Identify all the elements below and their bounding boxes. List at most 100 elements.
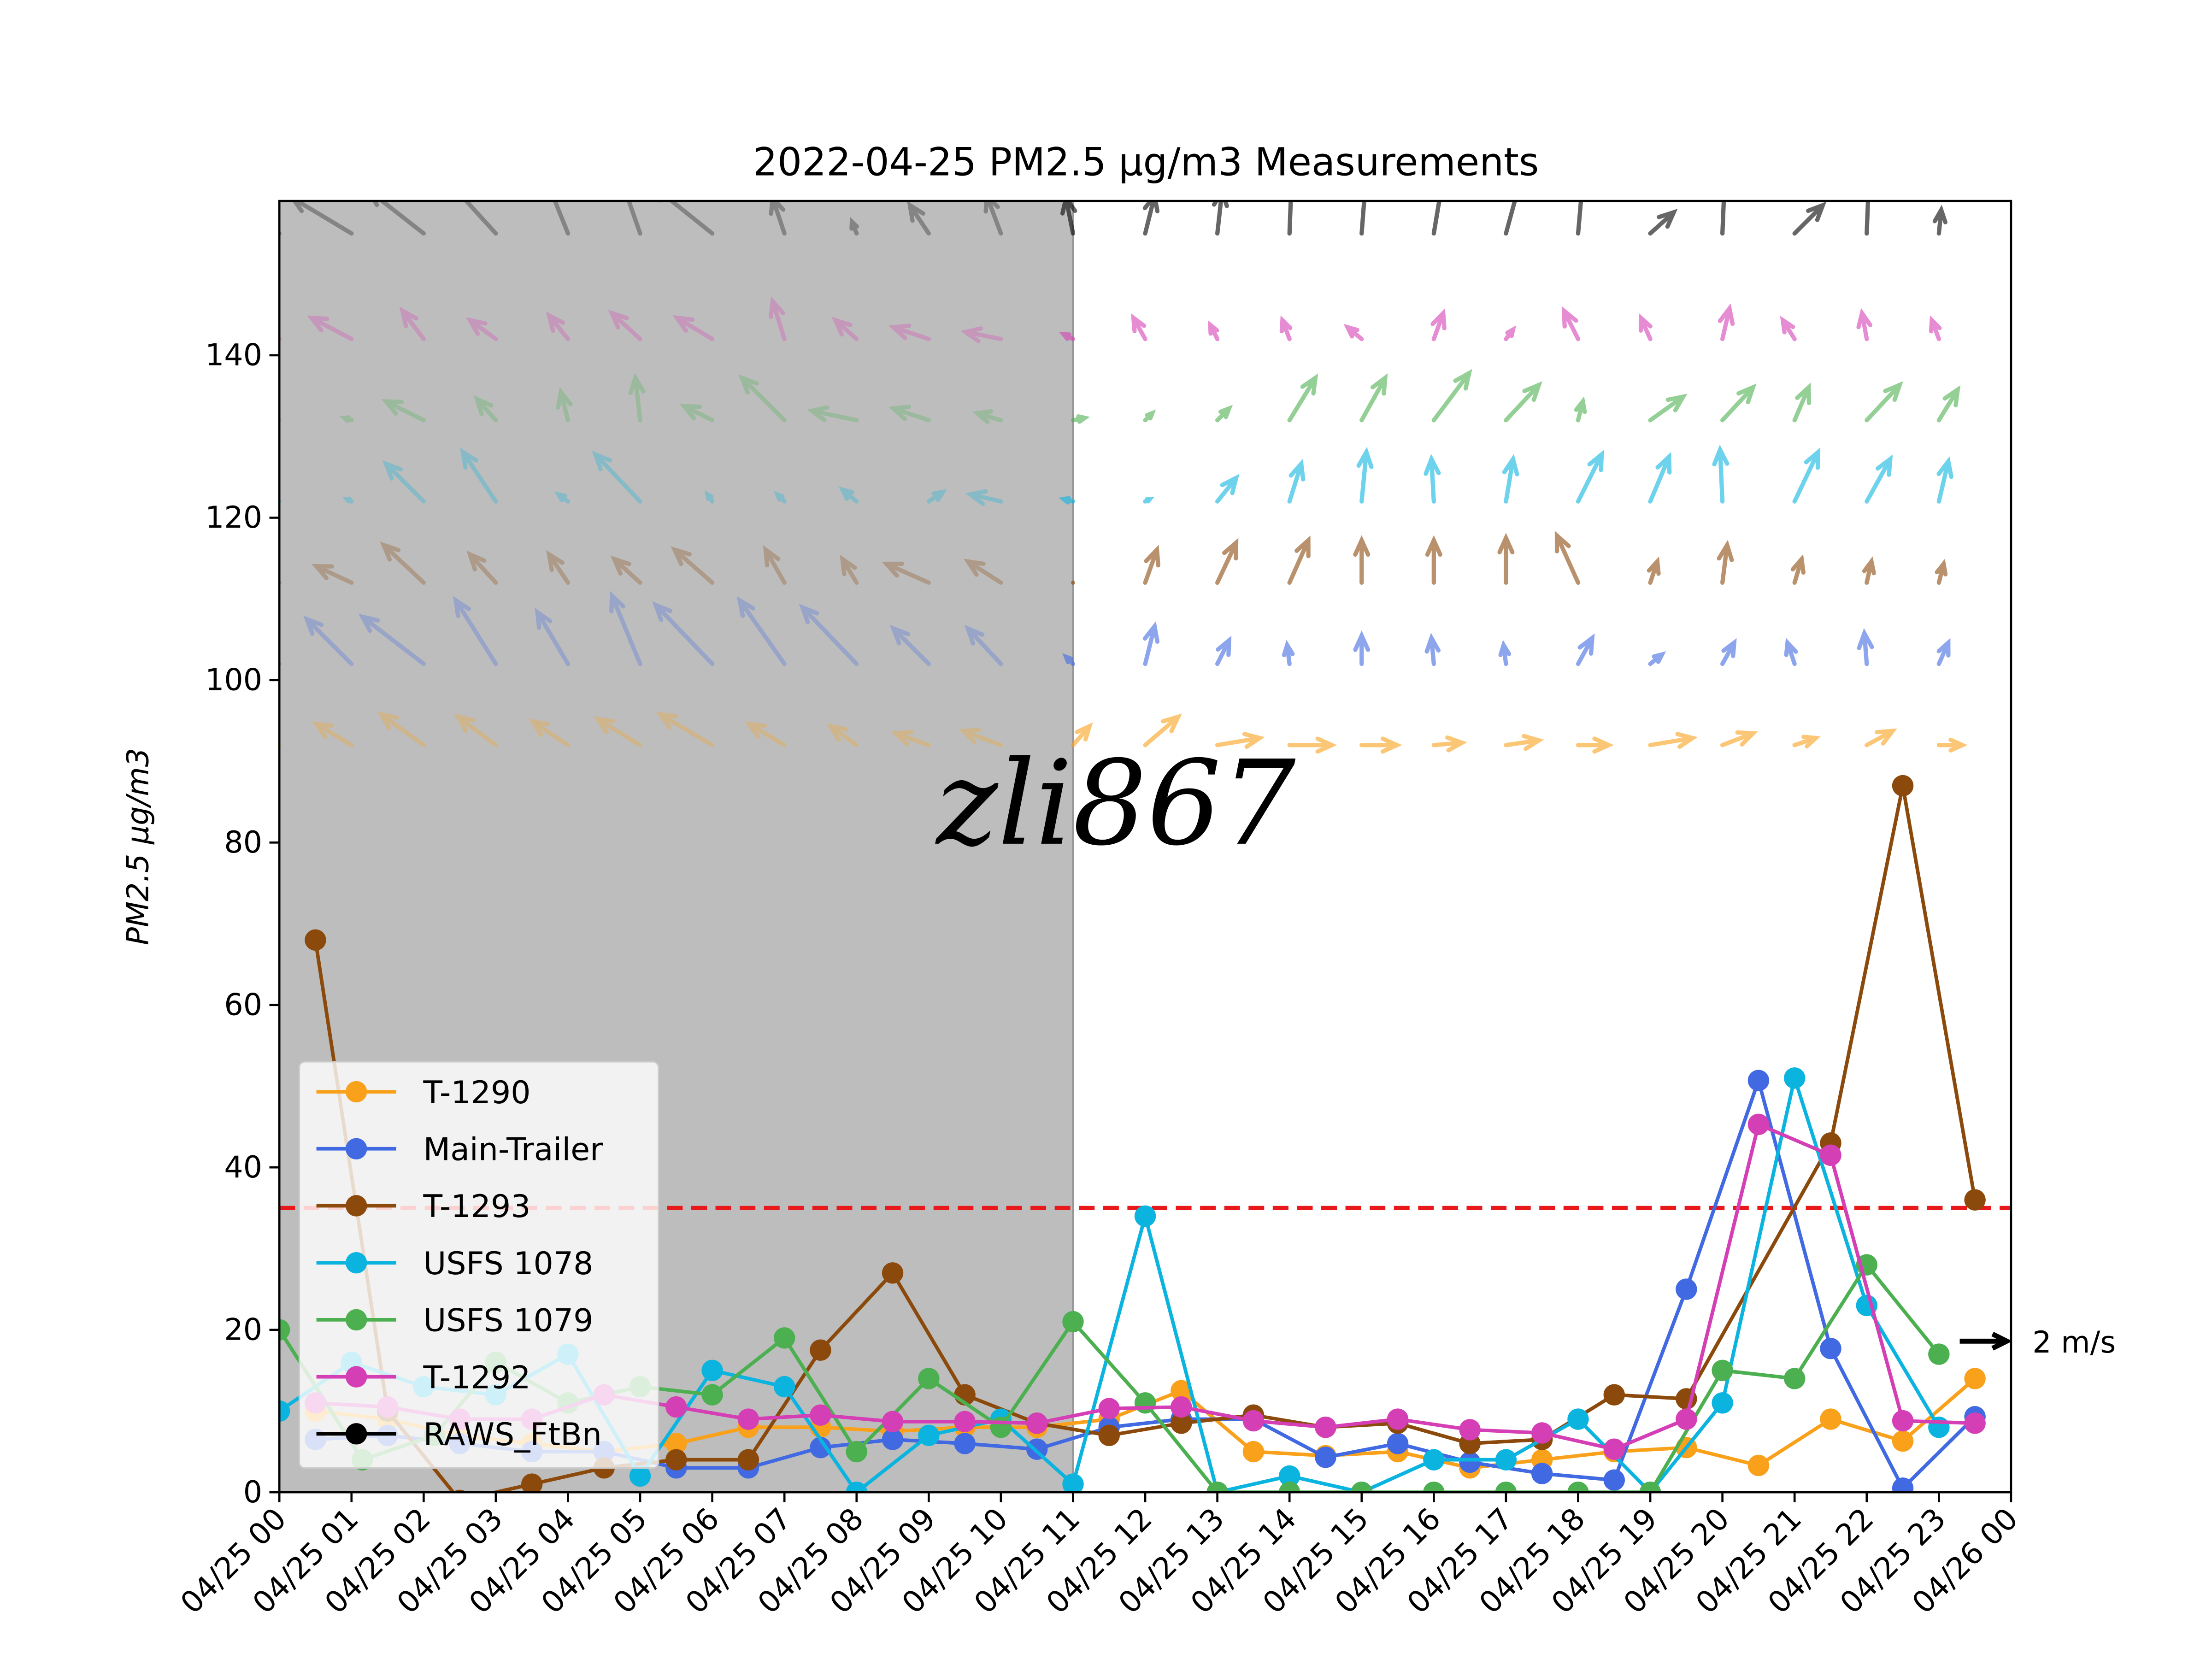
data-point [1603, 1438, 1625, 1460]
wind-arrow [1497, 533, 1515, 585]
wind-arrow [738, 374, 787, 423]
data-point [1964, 1368, 1986, 1389]
wind-arrow [744, 721, 787, 747]
wind-arrow [1143, 496, 1155, 504]
data-point [629, 1465, 651, 1487]
data-point [1315, 1416, 1336, 1438]
wind-arrow [1143, 545, 1160, 585]
legend-label: T-1290 [423, 1075, 531, 1111]
wind-arrow [1356, 447, 1374, 504]
data-point [1098, 1424, 1120, 1446]
data-point [1171, 1380, 1192, 1402]
data-point [701, 1384, 723, 1406]
wind-arrow [358, 613, 426, 666]
legend: T-1290 Main-Trailer T-1293 USFS 1078 USFS 10… [298, 1061, 659, 1469]
legend-marker [346, 1195, 367, 1217]
wind-arrow [1215, 635, 1232, 666]
data-point [737, 1449, 759, 1471]
data-point [882, 1411, 904, 1433]
data-point [665, 1449, 687, 1471]
wind-arrow [556, 387, 573, 423]
wind-arrow [1648, 651, 1666, 666]
data-point [1171, 1396, 1192, 1418]
data-point [1712, 1359, 1733, 1381]
data-point [1279, 1465, 1300, 1487]
data-point [882, 1262, 904, 1284]
wind-arrow [1131, 313, 1147, 341]
data-point [1495, 1481, 1517, 1493]
quiver-key-arrow [1959, 1332, 2012, 1351]
y-tick-label: 80 [224, 825, 262, 860]
wind-arrow [554, 491, 571, 504]
wind-arrow [626, 201, 642, 236]
wind-arrow [1504, 381, 1543, 423]
legend-label: RAWS_FtBn [424, 1417, 602, 1453]
wind-arrow [1865, 201, 1871, 236]
data-point [1387, 1433, 1409, 1454]
data-point [990, 1416, 1012, 1438]
wind-arrow [1059, 332, 1076, 341]
wind-arrow [1792, 201, 1827, 236]
wind-arrow [1062, 653, 1076, 666]
data-point [1279, 1481, 1300, 1493]
data-point [1351, 1481, 1372, 1493]
wind-arrow [1936, 638, 1951, 666]
wind-arrow [1208, 320, 1220, 341]
wind-arrow [736, 596, 787, 666]
data-point [1892, 1410, 1914, 1432]
data-point [1062, 1473, 1084, 1493]
wind-arrow [372, 201, 426, 236]
wind-arrow [926, 489, 947, 504]
data-point [1747, 1113, 1770, 1135]
data-point [701, 1359, 723, 1381]
wind-arrow [1561, 306, 1581, 341]
wind-arrow [1359, 736, 1402, 754]
wind-arrow [1576, 736, 1614, 754]
wind-arrow [1287, 201, 1293, 236]
y-tick-label: 60 [224, 988, 262, 1022]
wind-arrow [1143, 713, 1182, 747]
wind-arrow [380, 541, 426, 585]
data-point [1242, 1410, 1265, 1432]
data-point [1892, 1430, 1914, 1452]
data-point [1964, 1412, 1986, 1434]
wind-arrow [1792, 735, 1821, 749]
data-point [1387, 1408, 1409, 1430]
data-point [810, 1339, 831, 1361]
data-point [1639, 1481, 1661, 1493]
wind-arrow [679, 404, 715, 423]
wind-arrow [1648, 452, 1672, 504]
legend-box [298, 1061, 659, 1469]
data-point [1676, 1408, 1697, 1430]
data-point [1459, 1451, 1481, 1473]
wind-arrow [1431, 201, 1441, 236]
data-point [1459, 1419, 1481, 1441]
wind-arrow [1282, 640, 1295, 666]
data-point [1567, 1481, 1589, 1493]
wind-arrow [1498, 640, 1512, 666]
wind-arrow [958, 728, 1003, 747]
wind-arrow [610, 555, 642, 585]
legend-label: T-1292 [423, 1359, 531, 1396]
data-point [1712, 1392, 1733, 1414]
wind-arrow [1574, 396, 1587, 423]
y-tick-label: 0 [243, 1475, 262, 1510]
wind-arrow [1142, 621, 1160, 666]
data-point [1531, 1422, 1553, 1444]
wind-arrow [1936, 456, 1953, 504]
wind-arrow [546, 550, 571, 585]
wind-arrow [628, 372, 646, 423]
wind-arrow [1856, 308, 1872, 341]
data-point [1747, 1454, 1770, 1477]
wind-arrow [763, 545, 787, 585]
wind-arrow [1143, 409, 1156, 423]
data-point [1134, 1392, 1156, 1414]
data-point [1567, 1408, 1589, 1430]
wind-arrow [1647, 556, 1661, 585]
wind-arrow [381, 399, 426, 423]
legend-marker [346, 1423, 367, 1445]
wind-arrow [1712, 444, 1730, 504]
wind-arrow [553, 201, 571, 236]
wind-arrow [840, 554, 859, 585]
wind-arrow [1865, 454, 1893, 504]
